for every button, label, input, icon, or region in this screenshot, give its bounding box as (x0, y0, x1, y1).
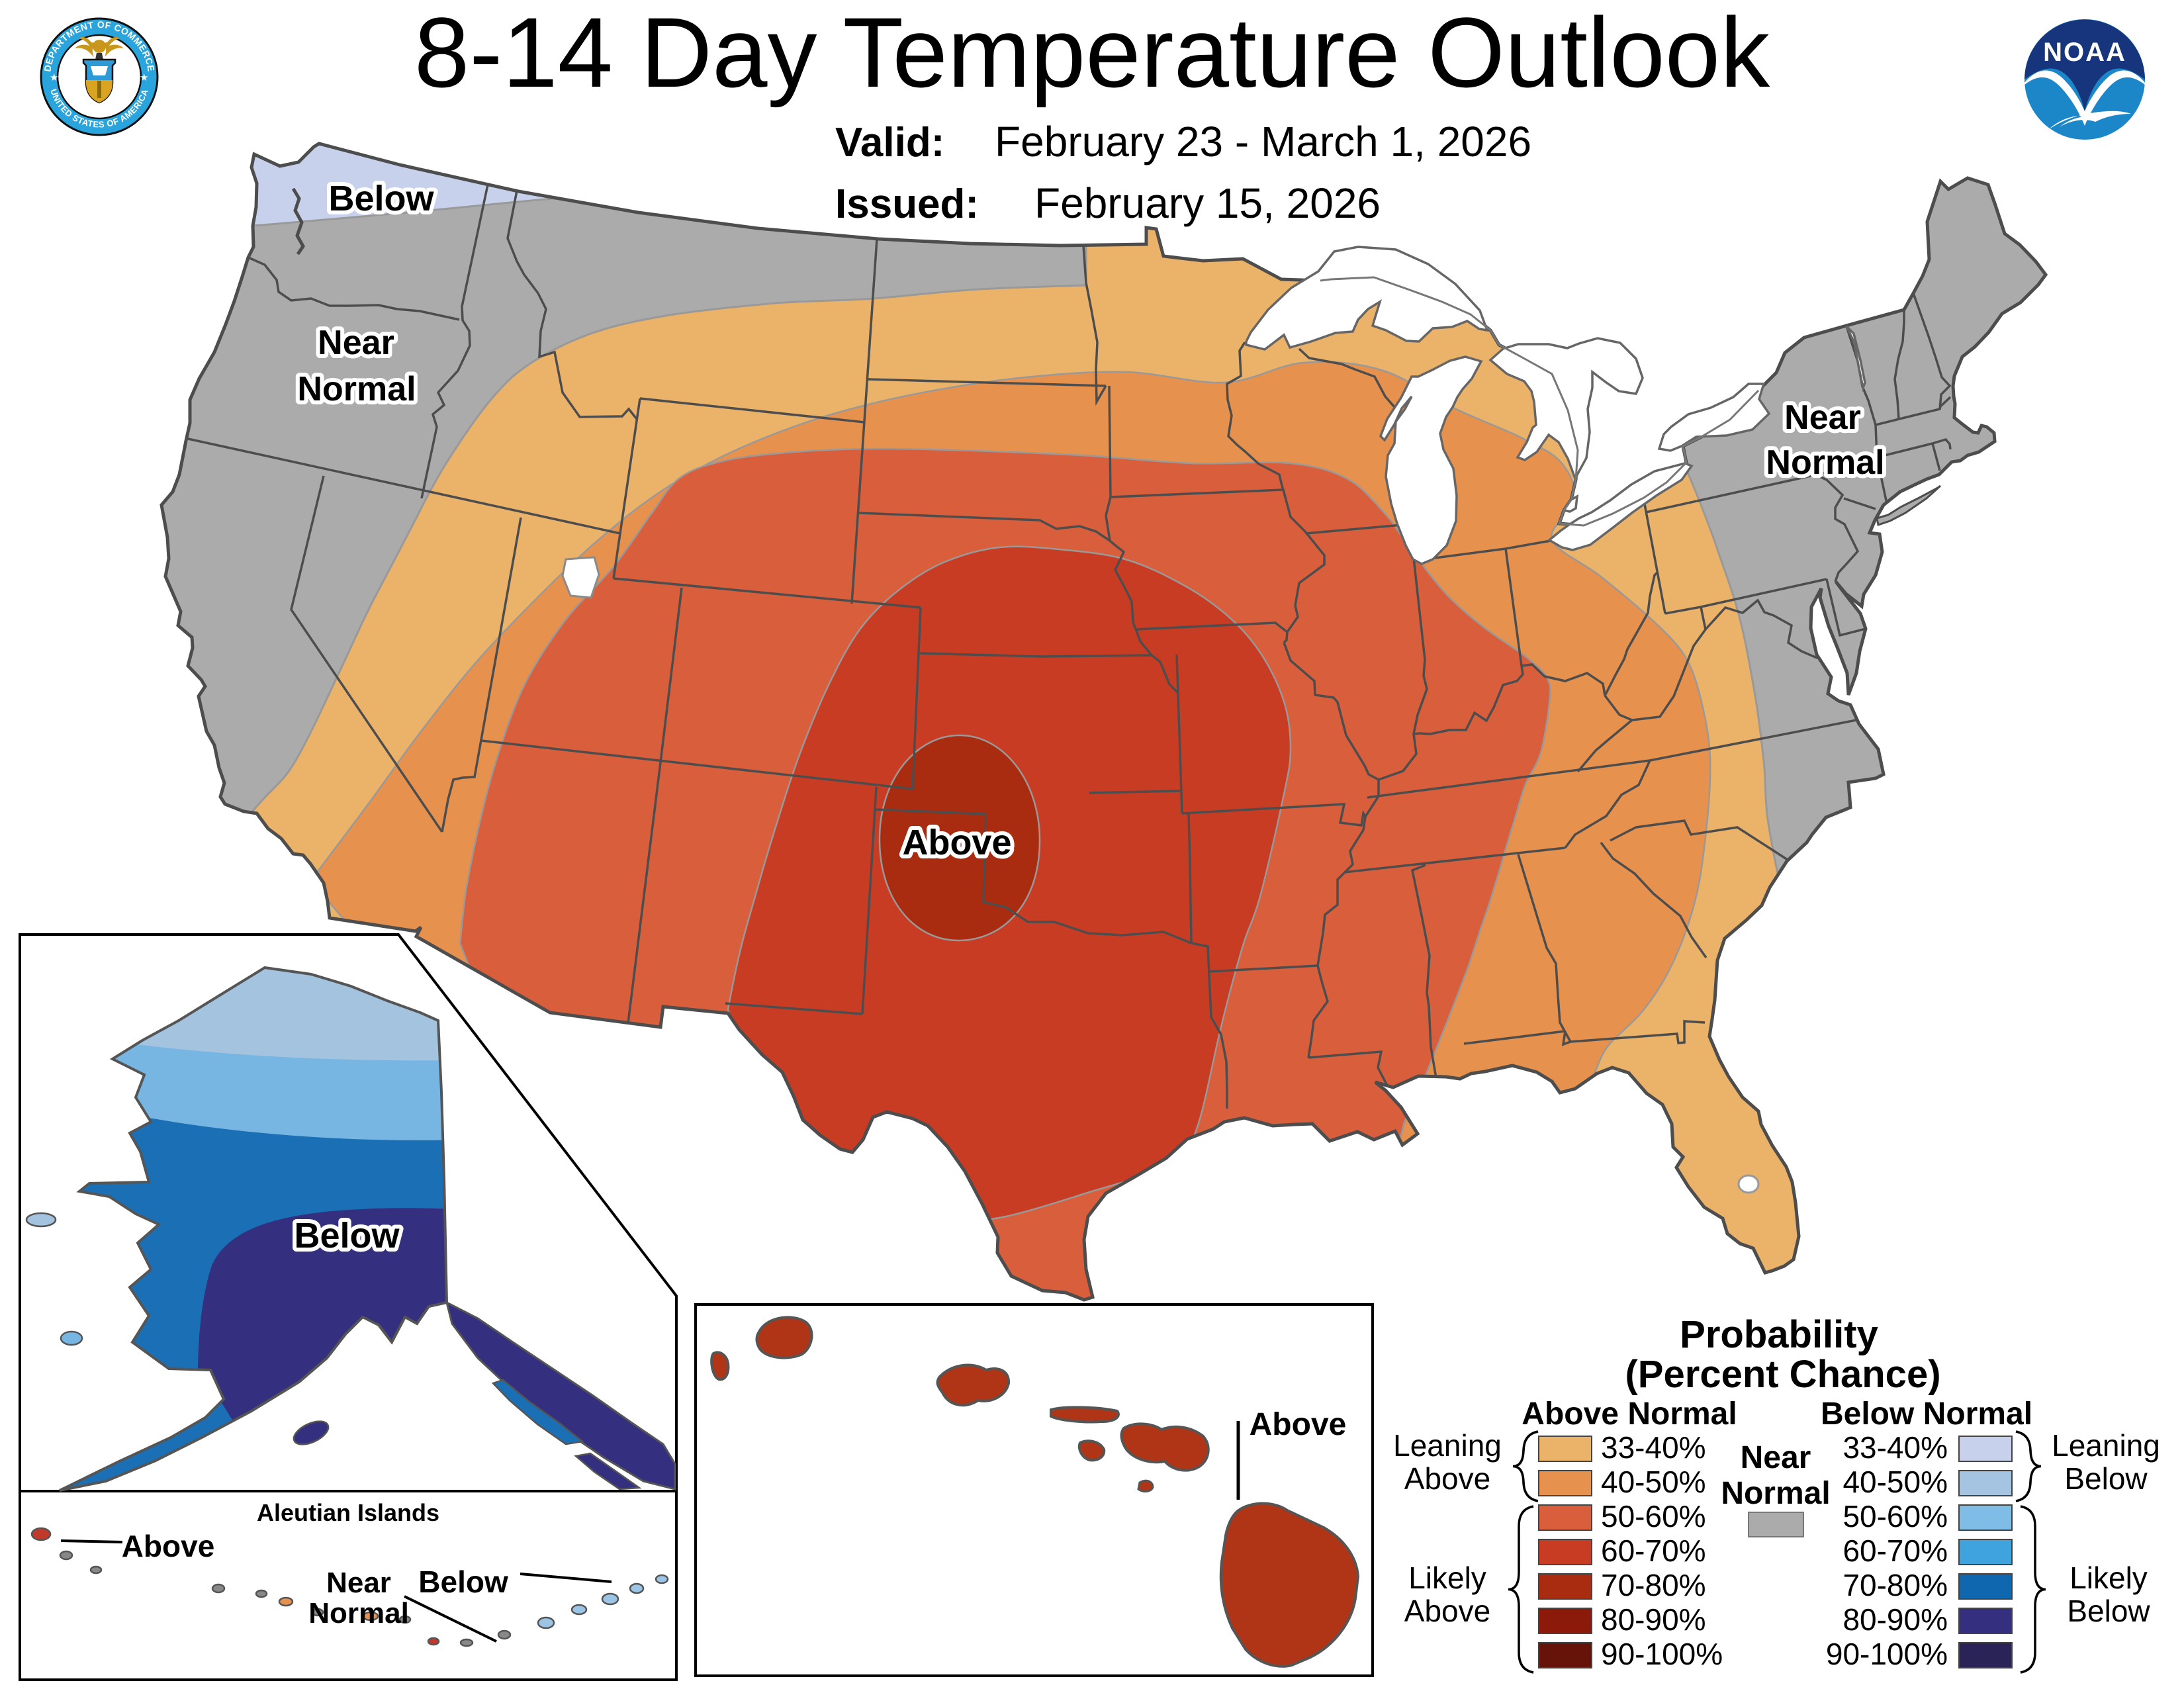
svg-text:Below: Below (294, 1216, 400, 1256)
svg-text:Likely: Likely (2070, 1561, 2148, 1595)
svg-text:Above: Above (902, 823, 1011, 862)
svg-text:Below: Below (418, 1565, 508, 1599)
svg-text:40-50%: 40-50% (1601, 1465, 1706, 1499)
svg-text:50-60%: 50-60% (1843, 1499, 1948, 1533)
svg-text:70-80%: 70-80% (1601, 1568, 1706, 1602)
svg-text:Likely: Likely (1408, 1561, 1486, 1595)
svg-text:Above: Above (1404, 1461, 1490, 1496)
svg-text:33-40%: 33-40% (1601, 1430, 1706, 1465)
svg-text:90-100%: 90-100% (1601, 1637, 1723, 1671)
svg-text:80-90%: 80-90% (1601, 1602, 1706, 1637)
svg-text:90-100%: 90-100% (1826, 1637, 1948, 1671)
svg-text:Normal: Normal (308, 1597, 409, 1629)
svg-text:February 23 - March 1, 2026: February 23 - March 1, 2026 (995, 118, 1531, 165)
svg-text:Near: Near (318, 324, 394, 362)
svg-text:33-40%: 33-40% (1843, 1430, 1948, 1465)
svg-text:Aleutian Islands: Aleutian Islands (257, 1499, 439, 1526)
svg-text:60-70%: 60-70% (1601, 1533, 1706, 1568)
svg-text:Below: Below (2064, 1461, 2148, 1496)
svg-text:70-80%: 70-80% (1843, 1568, 1948, 1602)
svg-text:Near: Near (1741, 1440, 1811, 1475)
svg-text:Valid:: Valid: (835, 120, 944, 165)
svg-text:Near: Near (1784, 398, 1861, 437)
svg-text:Above: Above (1250, 1407, 1347, 1442)
svg-text:8-14 Day Temperature Outlook: 8-14 Day Temperature Outlook (414, 0, 1770, 108)
svg-text:Near: Near (326, 1567, 391, 1599)
svg-text:Below Normal: Below Normal (1821, 1396, 2032, 1432)
svg-text:NOAA: NOAA (2043, 38, 2126, 67)
svg-text:Normal: Normal (297, 370, 416, 408)
svg-text:Below: Below (328, 179, 434, 218)
svg-text:February 15, 2026: February 15, 2026 (1034, 179, 1381, 227)
svg-text:Issued:: Issued: (835, 181, 979, 227)
svg-text:Above Normal: Above Normal (1522, 1396, 1737, 1432)
svg-text:Leaning: Leaning (1393, 1428, 1502, 1463)
svg-text:Above: Above (122, 1529, 215, 1563)
svg-text:Above: Above (1404, 1594, 1490, 1628)
svg-text:Below: Below (2067, 1594, 2150, 1628)
svg-text:40-50%: 40-50% (1843, 1465, 1948, 1499)
svg-text:80-90%: 80-90% (1843, 1602, 1948, 1637)
svg-text:★: ★ (140, 72, 148, 83)
svg-text:Normal: Normal (1766, 443, 1884, 482)
svg-text:(Percent Chance): (Percent Chance) (1625, 1353, 1940, 1396)
svg-text:50-60%: 50-60% (1601, 1499, 1706, 1533)
svg-text:★: ★ (50, 72, 58, 83)
svg-text:Leaning: Leaning (2052, 1428, 2160, 1463)
svg-text:Normal: Normal (1721, 1476, 1830, 1511)
svg-text:Probability: Probability (1680, 1313, 1878, 1356)
svg-text:60-70%: 60-70% (1843, 1533, 1948, 1568)
